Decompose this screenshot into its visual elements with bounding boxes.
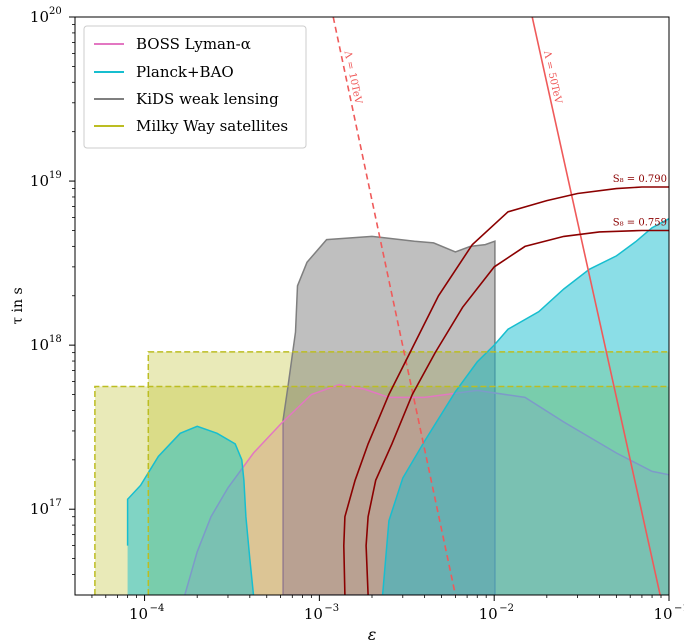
- s8-label-2: S₈ = 0.759: [613, 217, 667, 228]
- y-tick-label: 10: [30, 8, 49, 26]
- y-tick-exponent: 18: [49, 334, 62, 345]
- planck-region-left: [127, 426, 254, 595]
- y-tick-exponent: 17: [49, 498, 62, 509]
- y-tick-label: 10: [30, 336, 49, 354]
- x-tick-label: 10: [304, 605, 323, 623]
- constraint-regions: [94, 218, 669, 595]
- s8-curve-2: [365, 229, 669, 595]
- legend-box: [83, 25, 307, 149]
- x-tick-exponent: −4: [150, 603, 165, 614]
- s8-label-1: S₈ = 0.790: [613, 174, 667, 185]
- x-tick-label: 10: [653, 605, 672, 623]
- x-tick-label: 10: [129, 605, 148, 623]
- planck-contour-left: [126, 425, 255, 595]
- x-tick-exponent: −1: [674, 603, 684, 614]
- legend-label-planck: Planck+BAO: [136, 63, 234, 81]
- lambda-line-1: [332, 17, 457, 595]
- planck-contour-right: [381, 218, 669, 595]
- y-tick-label: 10: [30, 500, 49, 518]
- legend: BOSS Lyman-α Planck+BAO KiDS weak lensin…: [83, 25, 307, 149]
- y-tick-label: 10: [30, 172, 49, 190]
- x-tick-exponent: −2: [499, 603, 514, 614]
- legend-label-boss: BOSS Lyman-α: [136, 35, 251, 53]
- legend-label-milkyway: Milky Way satellites: [136, 117, 288, 135]
- s8-curve-1: [342, 186, 669, 595]
- x-tick-exponent: −3: [324, 603, 339, 614]
- line-labels: Λ = 10TeV Λ = 50TeV S₈ = 0.790 S₈ = 0.759: [341, 49, 667, 228]
- milkyway-edge-2: [147, 351, 669, 595]
- x-axis-label: ε: [368, 625, 377, 641]
- lambda-line-label-1: Λ = 10TeV: [341, 49, 363, 106]
- y-tick-exponent: 20: [49, 6, 62, 17]
- y-tick-exponent: 19: [49, 170, 62, 181]
- legend-label-kids: KiDS weak lensing: [136, 90, 279, 108]
- x-tick-label: 10: [479, 605, 498, 623]
- axes: 10−410−310−210−11017101810191020: [30, 6, 684, 623]
- theory-lines: [332, 17, 669, 595]
- y-axis-label: τ in s: [10, 287, 26, 324]
- lambda-line-2: [531, 17, 661, 595]
- lambda-line-label-2: Λ = 50TeV: [541, 49, 564, 106]
- milkyway-edge-1: [94, 385, 669, 595]
